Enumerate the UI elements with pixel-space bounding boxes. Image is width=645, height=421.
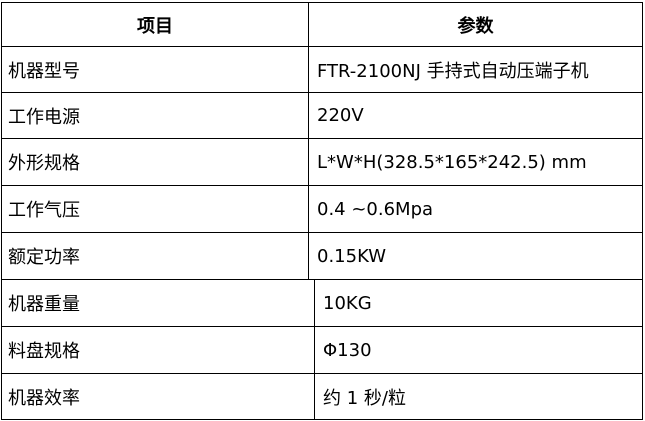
row-value: 220V	[309, 93, 643, 138]
table-row: 机器效率 约 1 秒/粒	[2, 374, 643, 420]
row-label: 外形规格	[2, 139, 309, 185]
row-label: 机器型号	[2, 47, 309, 92]
table-row: 工作电源 220V	[2, 93, 643, 139]
row-value: 0.4 ~0.6Mpa	[309, 186, 643, 232]
row-label: 机器重量	[2, 280, 315, 326]
table-row: 料盘规格 Φ130	[2, 327, 643, 374]
row-value: 10KG	[315, 280, 643, 326]
header-item: 项目	[2, 3, 309, 46]
row-value: 约 1 秒/粒	[315, 374, 643, 419]
row-label: 工作气压	[2, 186, 309, 232]
row-value: 0.15KW	[309, 233, 643, 279]
row-value: L*W*H(328.5*165*242.5) mm	[309, 139, 643, 185]
row-label: 料盘规格	[2, 327, 315, 373]
table-row: 工作气压 0.4 ~0.6Mpa	[2, 186, 643, 233]
row-label: 额定功率	[2, 233, 309, 279]
row-value: FTR-2100NJ 手持式自动压端子机	[309, 47, 643, 92]
table-row: 机器型号 FTR-2100NJ 手持式自动压端子机	[2, 47, 643, 93]
row-value: Φ130	[315, 327, 643, 373]
row-label: 工作电源	[2, 93, 309, 138]
table-header-row: 项目 参数	[2, 3, 643, 47]
table-row: 外形规格 L*W*H(328.5*165*242.5) mm	[2, 139, 643, 186]
row-label: 机器效率	[2, 374, 315, 419]
table-row: 额定功率 0.15KW	[2, 233, 643, 280]
table-row: 机器重量 10KG	[2, 280, 643, 327]
header-parameter: 参数	[309, 3, 643, 46]
